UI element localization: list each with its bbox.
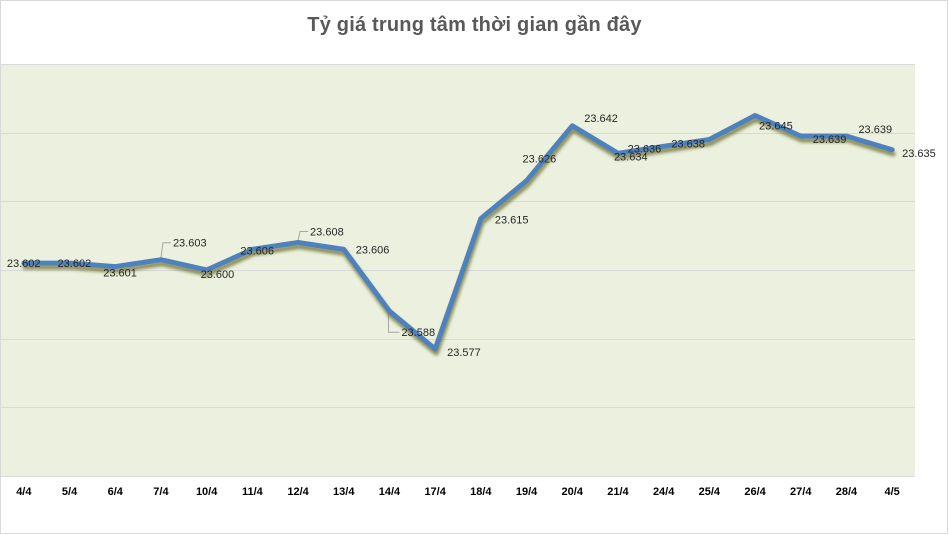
- x-axis-label: 19/4: [516, 486, 538, 498]
- label-leader-lines: [160, 231, 400, 333]
- x-axis-label: 12/4: [287, 486, 309, 498]
- data-label: 23.602: [58, 258, 92, 270]
- series-line: [21, 113, 895, 352]
- x-axis-label: 18/4: [470, 486, 492, 498]
- data-label: 23.634: [614, 151, 648, 163]
- x-axis-label: 13/4: [333, 486, 355, 498]
- gridlines: [1, 64, 915, 477]
- x-axis-label: 27/4: [790, 486, 812, 498]
- data-label: 23.615: [495, 215, 529, 227]
- data-label: 23.638: [671, 139, 705, 151]
- x-axis-label: 4/4: [16, 486, 32, 498]
- x-axis-label: 17/4: [424, 486, 446, 498]
- data-label: 23.639: [858, 124, 892, 136]
- data-label: 23.635: [902, 148, 936, 160]
- data-label: 23.600: [201, 269, 235, 281]
- x-axis-label: 11/4: [242, 486, 264, 498]
- data-label: 23.645: [759, 121, 793, 133]
- x-axis-label: 24/4: [653, 486, 675, 498]
- data-label: 23.577: [447, 347, 481, 359]
- data-label: 23.602: [7, 258, 41, 270]
- x-axis-label: 4/5: [885, 486, 900, 498]
- x-axis-label: 7/4: [153, 486, 169, 498]
- data-label: 23.639: [813, 134, 847, 146]
- x-axis-label: 10/4: [196, 486, 218, 498]
- x-axis-label: 14/4: [379, 486, 401, 498]
- x-axis-label: 25/4: [699, 486, 721, 498]
- x-axis-label: 21/4: [607, 486, 629, 498]
- x-axis-labels: 4/4 5/4 6/4 7/4 10/4 11/4 12/4 13/4 14/4 17/4 18/4…: [16, 486, 900, 498]
- data-label: 23.606: [240, 245, 274, 257]
- x-axis-label: 6/4: [108, 486, 124, 498]
- data-label: 23.626: [523, 154, 557, 166]
- data-label: 23.636: [628, 143, 662, 155]
- x-axis-label: 20/4: [562, 486, 584, 498]
- data-label: 23.606: [356, 244, 390, 256]
- data-label: 23.588: [401, 327, 435, 339]
- data-label: 23.642: [584, 113, 618, 125]
- data-label: 23.601: [103, 268, 137, 280]
- data-label: 23.603: [173, 238, 207, 250]
- chart-title: Tỷ giá trung tâm thời gian gần đây: [307, 14, 642, 36]
- x-axis-label: 28/4: [836, 486, 858, 498]
- x-axis-label: 5/4: [62, 486, 78, 498]
- data-labels: 23.602 23.602 23.601 23.603 23.600 23.606 23.6…: [7, 113, 936, 359]
- x-axis-label: 26/4: [744, 486, 766, 498]
- data-label: 23.608: [310, 227, 344, 239]
